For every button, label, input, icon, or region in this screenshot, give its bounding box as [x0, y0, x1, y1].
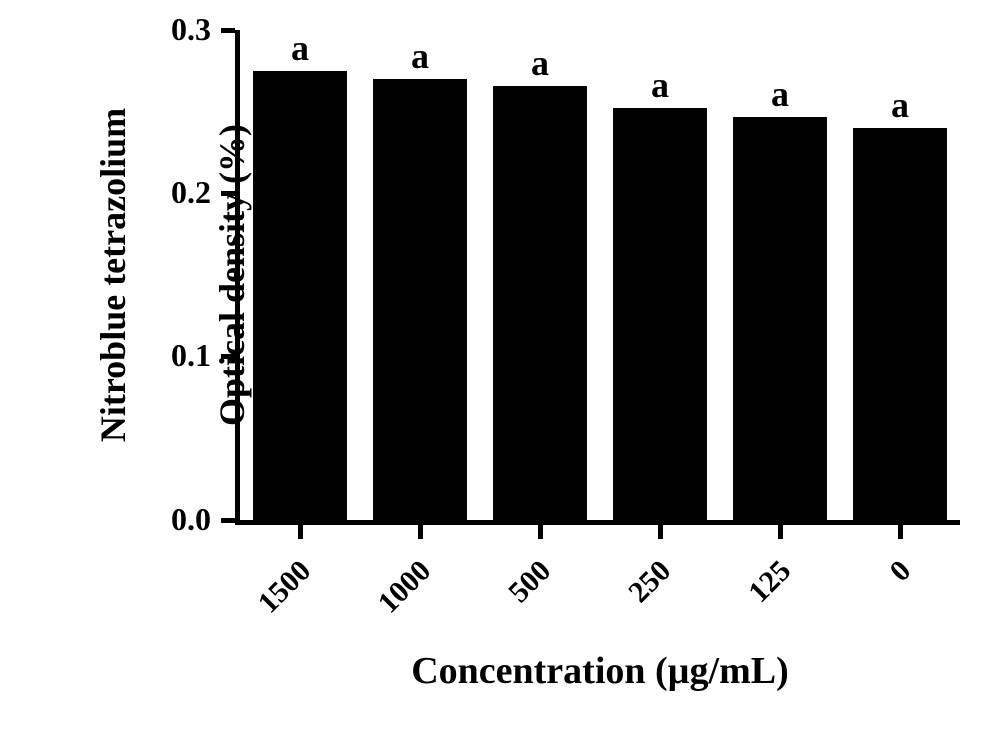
bar-annotation: a [253, 27, 347, 69]
bar-annotation: a [733, 73, 827, 115]
y-tick [221, 28, 235, 33]
x-tick [898, 525, 903, 539]
y-tick-label: 0.1 [131, 337, 211, 374]
bar [373, 79, 467, 520]
y-axis-title-line2: Optical density (%) [213, 30, 253, 520]
y-tick-label: 0.0 [131, 501, 211, 538]
bar [253, 71, 347, 520]
x-tick [538, 525, 543, 539]
bar [733, 117, 827, 520]
plot-area [240, 30, 960, 520]
x-tick [658, 525, 663, 539]
y-tick-label: 0.3 [131, 11, 211, 48]
y-tick [221, 354, 235, 359]
y-tick [221, 518, 235, 523]
x-tick [298, 525, 303, 539]
y-tick [221, 191, 235, 196]
bar-annotation: a [493, 42, 587, 84]
chart-container: Nitroblue tetrazolium Optical density (%… [0, 0, 1000, 740]
y-axis-title: Nitroblue tetrazolium Optical density (%… [15, 30, 105, 520]
bar-annotation: a [853, 84, 947, 126]
bar-annotation: a [373, 35, 467, 77]
x-tick [418, 525, 423, 539]
bar [613, 108, 707, 520]
y-tick-label: 0.2 [131, 174, 211, 211]
bar [853, 128, 947, 520]
bar-annotation: a [613, 64, 707, 106]
y-axis-title-line1: Nitroblue tetrazolium [94, 30, 134, 520]
x-axis-line [235, 520, 960, 525]
x-tick [778, 525, 783, 539]
bar [493, 86, 587, 520]
